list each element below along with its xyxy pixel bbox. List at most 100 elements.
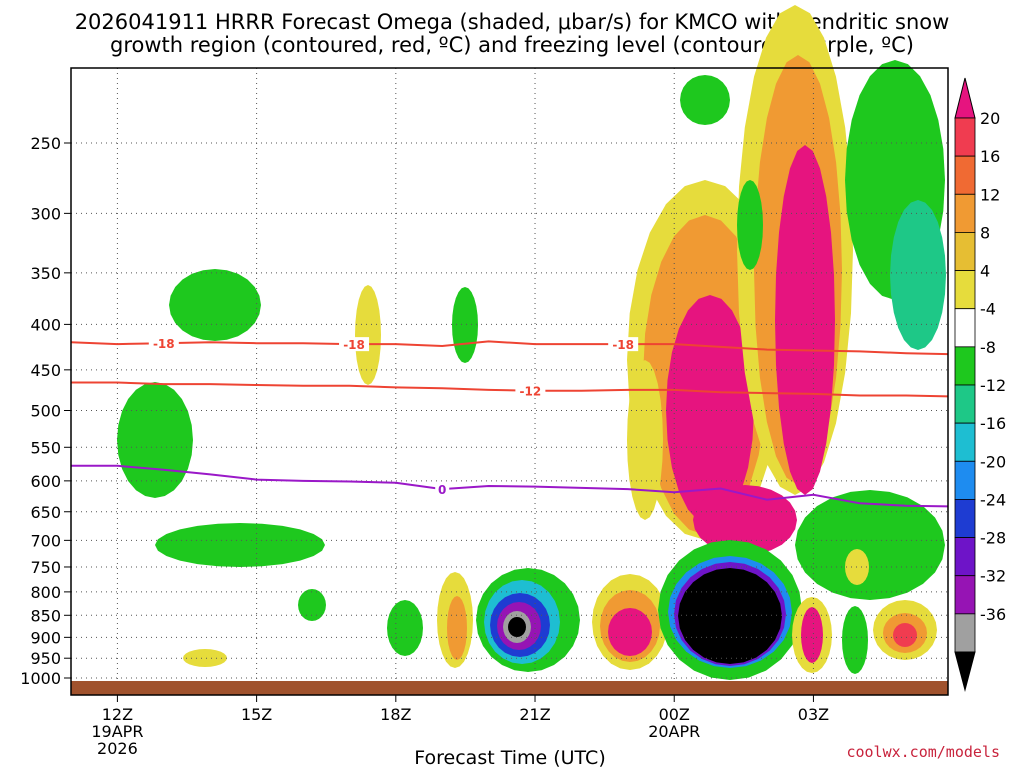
- omega-shade-region: [452, 287, 478, 363]
- y-tick-label: 300: [30, 204, 61, 223]
- contour-label-bg: [148, 336, 179, 351]
- colorbar-segment: [954, 193, 976, 233]
- colorbar-segment: [954, 270, 976, 310]
- y-tick-label: 850: [30, 606, 61, 625]
- colorbar-label: -4: [980, 300, 996, 319]
- y-tick-label: 600: [30, 472, 61, 491]
- y-tick-label: 650: [30, 503, 61, 522]
- x-tick-label: 12Z: [102, 705, 133, 724]
- contour-label-bg: [515, 383, 546, 398]
- contour-line: [71, 381, 949, 398]
- colorbar-segment: [954, 232, 976, 271]
- colorbar-segment: [954, 460, 976, 500]
- contour-label: -12: [520, 385, 542, 399]
- contour-label-bg: [435, 482, 450, 497]
- omega-shade-region: [508, 617, 526, 637]
- colorbar-segment: [954, 537, 976, 577]
- colorbar-label: 4: [980, 262, 990, 281]
- omega-shade-region: [447, 596, 467, 660]
- y-tick-label: 750: [30, 558, 61, 577]
- y-tick-label: 350: [30, 264, 61, 283]
- colorbar-label: 16: [980, 147, 1000, 166]
- omega-shade-region: [298, 589, 326, 621]
- contour-label: -18: [153, 337, 175, 351]
- omega-shade-region: [893, 623, 917, 647]
- colorbar-top-triangle: [954, 77, 976, 119]
- contour-label-bg: [339, 337, 370, 352]
- omega-shade-region: [801, 607, 823, 663]
- y-tick-label: 400: [30, 315, 61, 334]
- colorbar-segment: [954, 155, 976, 195]
- omega-shading: [117, 5, 946, 680]
- contour-label: -18: [612, 338, 634, 352]
- x-tick-label: 18Z: [380, 705, 411, 724]
- colorbar-label: -16: [980, 414, 1006, 433]
- colorbar-label: -24: [980, 490, 1006, 509]
- colorbar-label: 12: [980, 185, 1000, 204]
- colorbar-segment: [954, 575, 976, 615]
- colorbar-segment: [954, 613, 976, 653]
- y-tick-label: 1000: [20, 669, 61, 688]
- colorbar-segment: [954, 499, 976, 538]
- contour-label: 0: [438, 483, 446, 497]
- x-tick-sublabel: 19APR: [91, 722, 143, 741]
- credit-text: coolwx.com/models: [846, 743, 1000, 761]
- colorbar-segment: [954, 346, 976, 386]
- colorbar-segment: [954, 384, 976, 424]
- omega-shade-region: [795, 490, 945, 600]
- x-tick-sublabel: 2026: [97, 739, 138, 758]
- y-tick-label: 250: [30, 134, 61, 153]
- contour-line: [71, 464, 949, 508]
- x-tick-label: 03Z: [798, 705, 829, 724]
- y-tick-label: 800: [30, 583, 61, 602]
- omega-shade-region: [355, 285, 381, 385]
- omega-shade-region: [183, 649, 227, 667]
- omega-shade-region: [155, 523, 325, 567]
- omega-shade-region: [608, 608, 652, 656]
- colorbar-segment: [954, 308, 976, 348]
- colorbar-label: -28: [980, 529, 1006, 548]
- colorbar-label: 8: [980, 223, 990, 242]
- colorbar-label: 20: [980, 109, 1000, 128]
- x-tick-label: 00Z: [659, 705, 690, 724]
- omega-shade-region: [169, 269, 261, 341]
- colorbar-label: -8: [980, 338, 996, 357]
- omega-shade-region: [666, 295, 754, 525]
- omega-shade-region: [680, 75, 730, 125]
- colorbar-label: -12: [980, 376, 1006, 395]
- x-tick-label: 15Z: [241, 705, 272, 724]
- colorbar-bottom-triangle: [954, 651, 976, 692]
- omega-shade-region: [627, 360, 663, 520]
- ground-bar: [71, 681, 948, 695]
- y-tick-label: 950: [30, 649, 61, 668]
- y-tick-label: 550: [30, 438, 61, 457]
- plot-frame: [70, 67, 949, 696]
- contour-line: [70, 340, 949, 356]
- omega-shade-region: [737, 180, 763, 270]
- y-tick-label: 500: [30, 402, 61, 421]
- x-axis-label: Forecast Time (UTC): [414, 747, 605, 768]
- x-tick-label: 21Z: [519, 705, 550, 724]
- temperature-contours: -18 -18 -18 -12 0: [70, 336, 949, 508]
- y-tick-label: 900: [30, 628, 61, 647]
- y-tick-label: 700: [30, 531, 61, 550]
- omega-shade-region: [387, 600, 423, 656]
- colorbar-label: -36: [980, 605, 1006, 624]
- y-tick-label: 450: [30, 361, 61, 380]
- contour-label: -18: [343, 338, 365, 352]
- colorbar-label: -32: [980, 567, 1006, 586]
- colorbar: 20 16 12 8 4 -4 -8 -12 -16 -20 -24 -28 -32 -36: [954, 77, 1006, 692]
- plot-area: -18 -18 -18 -12 0: [70, 5, 949, 696]
- contour-label-bg: [608, 337, 639, 352]
- grid-lines: [71, 68, 948, 681]
- colorbar-segment: [954, 422, 976, 462]
- omega-shade-region: [890, 200, 946, 350]
- omega-shade-region: [842, 606, 868, 674]
- colorbar-segment: [954, 117, 976, 157]
- y-axis-ticks: 250 300 350 400 450 500 550 600 650 700 750 800 850 9…: [20, 134, 71, 688]
- omega-shade-region: [775, 145, 835, 495]
- colorbar-label: -20: [980, 452, 1006, 471]
- x-tick-sublabel: 20APR: [648, 722, 700, 741]
